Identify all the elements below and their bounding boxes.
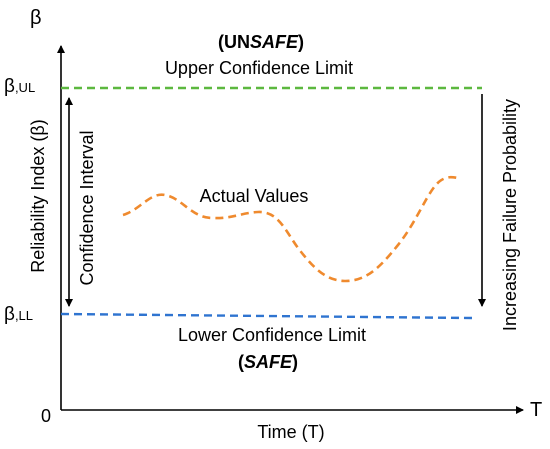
lower-limit-tick: β,LL bbox=[4, 304, 33, 325]
confidence-interval-label: Confidence Interval bbox=[77, 130, 97, 285]
upper-limit-tick-base: β bbox=[4, 76, 15, 97]
origin-label: 0 bbox=[41, 406, 51, 426]
x-axis-title: Time (T) bbox=[257, 422, 324, 442]
y-axis-title: Reliability Index (β) bbox=[28, 119, 48, 272]
upper-limit-tick: β,UL bbox=[4, 76, 35, 97]
unsafe-zone-label: (UNSAFE) bbox=[218, 32, 304, 52]
x-axis-symbol: T bbox=[530, 399, 542, 421]
unsafe-prefix: UN bbox=[224, 32, 250, 52]
lower-limit-tick-sub: ,LL bbox=[15, 308, 33, 323]
lower-confidence-limit-label: Lower Confidence Limit bbox=[178, 325, 366, 345]
lower-limit-tick-base: β bbox=[4, 304, 15, 325]
y-axis-symbol: β bbox=[30, 7, 42, 29]
upper-confidence-limit-label: Upper Confidence Limit bbox=[165, 58, 353, 78]
increasing-failure-label: Increasing Failure Probability bbox=[500, 99, 520, 331]
actual-values-label: Actual Values bbox=[200, 186, 309, 206]
safe-emphasis: SAFE bbox=[244, 352, 293, 372]
unsafe-emphasis: SAFE bbox=[250, 32, 299, 52]
upper-limit-tick-sub: ,UL bbox=[15, 80, 35, 95]
safe-zone-label: (SAFE) bbox=[238, 352, 298, 372]
lower-confidence-limit-line bbox=[60, 312, 473, 320]
